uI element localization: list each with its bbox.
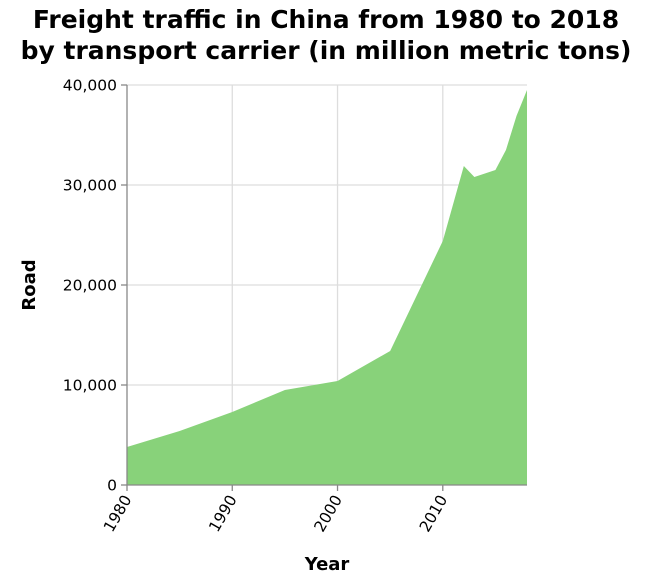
chart-title: Freight traffic in China from 1980 to 20… [0, 4, 652, 66]
y-tick-label-3: 30,000 [63, 177, 117, 195]
x-tick-label-0: 1980 [100, 492, 135, 535]
y-tick-label-4: 40,000 [63, 77, 117, 95]
y-axis-ticks: 0 10,000 20,000 30,000 40,000 [63, 77, 127, 495]
x-axis-ticks: 1980 1990 2000 2010 [100, 485, 451, 535]
y-tick-label-2: 20,000 [63, 277, 117, 295]
y-tick-label-0: 0 [107, 477, 117, 495]
area-series-0 [127, 90, 527, 485]
x-tick-label-3: 2010 [416, 492, 451, 535]
x-tick-label-2: 2000 [311, 492, 346, 535]
chart-title-line-2: by transport carrier (in million metric … [20, 36, 632, 65]
x-axis-title: Year [304, 554, 350, 575]
chart-title-line-1: Freight traffic in China from 1980 to 20… [32, 5, 620, 34]
area-series [127, 90, 527, 485]
y-axis-title: Road [19, 259, 40, 310]
y-tick-label-1: 10,000 [63, 377, 117, 395]
x-tick-label-1: 1990 [205, 492, 240, 535]
